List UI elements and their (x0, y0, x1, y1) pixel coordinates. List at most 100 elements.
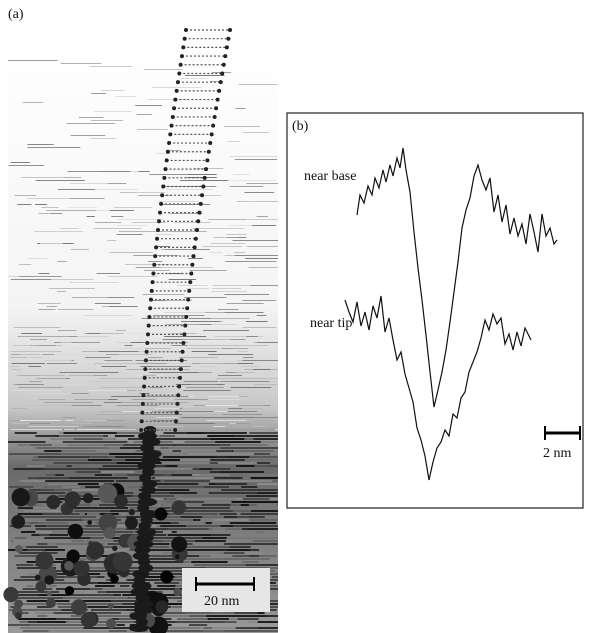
scan-line (102, 366, 127, 367)
scan-line (197, 402, 210, 403)
scan-line (225, 312, 264, 313)
scan-line (109, 276, 158, 277)
scan-line (115, 96, 136, 97)
scan-line (15, 432, 37, 434)
scan-line (153, 315, 205, 316)
scan-line (221, 489, 264, 491)
scan-line (148, 261, 162, 262)
scan-line (168, 534, 211, 536)
scan-line (232, 555, 251, 557)
scan-line (235, 108, 245, 109)
scan-line (233, 174, 249, 175)
scan-line (63, 597, 129, 599)
scan-line (244, 552, 264, 554)
scan-line (30, 444, 52, 446)
scan-line (155, 477, 214, 479)
scan-line (85, 486, 100, 488)
scan-line (61, 342, 72, 343)
trace-label: near tip (310, 316, 352, 331)
scan-line (246, 321, 268, 322)
scan-line (40, 243, 63, 244)
scan-line (256, 216, 267, 217)
scan-line (12, 363, 45, 364)
scan-line (58, 330, 77, 331)
scan-line (256, 420, 273, 421)
scan-line (206, 420, 246, 421)
scan-line (246, 336, 257, 337)
texture-blob (103, 527, 115, 539)
scan-line (107, 210, 134, 211)
backbone-dot (164, 167, 168, 171)
scan-line (74, 399, 108, 400)
scan-line (253, 369, 270, 370)
scan-line (211, 555, 220, 557)
scan-line (257, 315, 267, 316)
scan-line (129, 468, 140, 470)
scan-line (230, 468, 278, 470)
scan-line (175, 423, 216, 424)
scan-line (226, 234, 246, 235)
scan-line (38, 303, 61, 304)
texture-blob (160, 570, 173, 583)
scan-line (19, 276, 62, 277)
scan-line (63, 417, 77, 418)
scan-line (44, 537, 90, 539)
scan-line (31, 534, 68, 536)
scan-line (46, 519, 83, 521)
backbone-dot (205, 158, 209, 162)
scan-line (19, 264, 31, 265)
scan-line (212, 288, 241, 289)
backbone-dot (152, 263, 156, 267)
backbone-dot (173, 428, 177, 432)
scan-line (225, 261, 276, 262)
scan-line (205, 405, 239, 406)
scan-line (211, 318, 250, 319)
texture-blob (175, 554, 180, 559)
scan-line (200, 363, 224, 364)
scan-line (208, 399, 240, 400)
scan-line (161, 267, 212, 268)
scan-line (221, 552, 247, 554)
scan-line (181, 450, 216, 452)
backbone-dot (222, 63, 226, 67)
scale-bar-label: 20 nm (204, 594, 240, 609)
scan-line (210, 618, 229, 620)
backbone-dot (195, 228, 199, 232)
texture-blob (106, 619, 116, 629)
scan-line (71, 282, 119, 283)
scan-line (258, 621, 278, 623)
backbone-dot (181, 45, 185, 49)
scan-line (157, 246, 170, 247)
scan-line (235, 159, 277, 160)
backbone-dot (223, 54, 227, 58)
scan-line (243, 357, 254, 358)
backbone-dot (168, 132, 172, 136)
scan-line (149, 393, 188, 394)
scan-line (238, 618, 259, 620)
scan-line (257, 492, 277, 494)
scan-line (8, 441, 45, 443)
scan-line (99, 351, 138, 352)
scan-line (230, 444, 268, 446)
scan-line (115, 474, 128, 476)
texture-blob (154, 508, 167, 521)
scan-line (227, 537, 278, 539)
scan-line (27, 198, 70, 199)
scan-line (253, 540, 278, 542)
backbone-dot (161, 185, 165, 189)
scan-line (218, 375, 242, 376)
texture-blob (64, 561, 74, 571)
scan-line (218, 462, 257, 464)
texture-blob (46, 495, 60, 509)
scan-line (8, 165, 44, 166)
scan-line (119, 354, 153, 355)
scan-line (188, 258, 203, 259)
scan-line (13, 408, 27, 409)
backbone-dot (144, 358, 148, 362)
scan-line (182, 339, 209, 340)
scan-line (88, 390, 127, 391)
scan-line (143, 294, 185, 295)
scan-line (208, 219, 246, 220)
backbone-dot (183, 324, 187, 328)
scan-line (51, 213, 63, 214)
